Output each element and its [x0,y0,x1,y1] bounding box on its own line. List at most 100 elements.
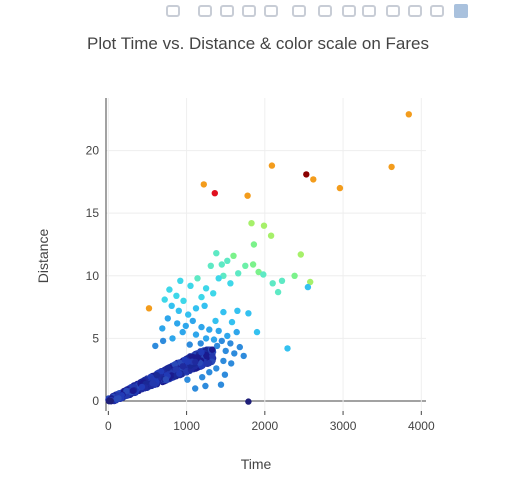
data-point[interactable] [234,307,241,314]
data-point[interactable] [206,369,213,376]
box-select-icon[interactable] [240,2,258,20]
data-point[interactable] [260,271,267,278]
data-point[interactable] [215,327,222,335]
data-point[interactable] [115,395,122,402]
data-point[interactable] [153,372,160,379]
data-point[interactable] [211,190,218,197]
data-point[interactable] [245,310,252,317]
pan-icon[interactable] [218,2,236,20]
zoom-out-icon[interactable] [316,2,334,20]
data-point[interactable] [227,280,234,287]
data-point[interactable] [207,262,214,269]
data-point[interactable] [179,328,186,336]
spike-lines-icon[interactable] [384,2,402,20]
data-point[interactable] [248,220,255,227]
data-point[interactable] [168,302,175,309]
data-point[interactable] [158,368,165,375]
data-point[interactable] [187,282,194,289]
data-point[interactable] [307,278,314,286]
data-point[interactable] [192,358,199,366]
data-point[interactable] [213,365,220,372]
data-point[interactable] [218,261,225,268]
data-point[interactable] [152,342,159,350]
data-point[interactable] [230,252,237,259]
data-point[interactable] [184,358,191,365]
data-point[interactable] [177,277,184,284]
data-point[interactable] [212,317,219,325]
data-point[interactable] [291,272,298,279]
data-point[interactable] [189,317,196,325]
data-point[interactable] [244,192,251,199]
hover-closest-icon[interactable] [406,2,424,20]
data-point[interactable] [164,315,171,322]
data-point[interactable] [231,350,238,357]
data-point[interactable] [227,340,234,347]
data-point[interactable] [149,380,156,387]
data-point[interactable] [175,307,182,314]
camera-icon[interactable] [164,2,182,20]
data-point[interactable] [174,320,181,327]
data-point[interactable] [201,302,208,309]
data-point[interactable] [192,385,199,392]
data-point[interactable] [210,290,217,297]
data-point[interactable] [220,357,227,365]
data-point[interactable] [303,171,310,178]
data-point[interactable] [179,363,186,370]
data-point[interactable] [159,337,167,345]
data-point[interactable] [209,352,216,360]
data-point[interactable] [242,262,249,269]
data-point[interactable] [310,176,317,183]
data-point[interactable] [200,181,207,188]
data-point[interactable] [138,383,146,391]
data-point[interactable] [180,297,187,304]
data-point[interactable] [222,347,229,355]
data-point[interactable] [304,283,312,291]
data-point[interactable] [218,337,225,345]
data-point[interactable] [228,318,236,326]
data-point[interactable] [221,371,229,378]
data-point[interactable] [169,335,176,342]
data-point[interactable] [220,308,227,316]
data-point[interactable] [185,311,192,318]
zoom-in-icon[interactable] [290,2,308,20]
data-point[interactable] [162,376,170,383]
data-point[interactable] [297,251,304,258]
data-point[interactable] [224,332,231,340]
data-point[interactable] [192,331,200,338]
data-point[interactable] [198,349,205,356]
data-point[interactable] [123,387,130,395]
data-point[interactable] [255,268,262,276]
data-point[interactable] [172,365,180,373]
autoscale-icon[interactable] [340,2,358,20]
data-point[interactable] [107,397,114,405]
data-point[interactable] [145,305,153,312]
data-point[interactable] [176,370,183,377]
data-point[interactable] [233,328,240,336]
data-point[interactable] [210,336,218,343]
data-point[interactable] [215,275,222,282]
data-point[interactable] [249,261,257,268]
lasso-select-icon[interactable] [262,2,280,20]
data-point[interactable] [284,345,291,352]
data-point[interactable] [405,111,412,118]
data-point[interactable] [202,335,210,342]
data-point[interactable] [197,340,204,347]
data-point[interactable] [388,163,395,171]
data-points[interactable] [105,111,412,405]
data-point[interactable] [182,322,189,330]
data-point[interactable] [220,272,227,279]
data-point[interactable] [159,325,166,332]
hover-compare-icon[interactable] [428,2,446,20]
data-point[interactable] [186,341,193,348]
zoom-icon[interactable] [196,2,214,20]
data-point[interactable] [213,250,220,257]
data-point[interactable] [129,387,137,394]
data-point[interactable] [269,280,276,287]
data-point[interactable] [184,376,191,383]
data-point[interactable] [274,288,282,296]
data-point[interactable] [202,285,210,292]
data-point[interactable] [198,323,205,331]
data-point[interactable] [192,305,200,312]
data-point[interactable] [260,222,268,229]
